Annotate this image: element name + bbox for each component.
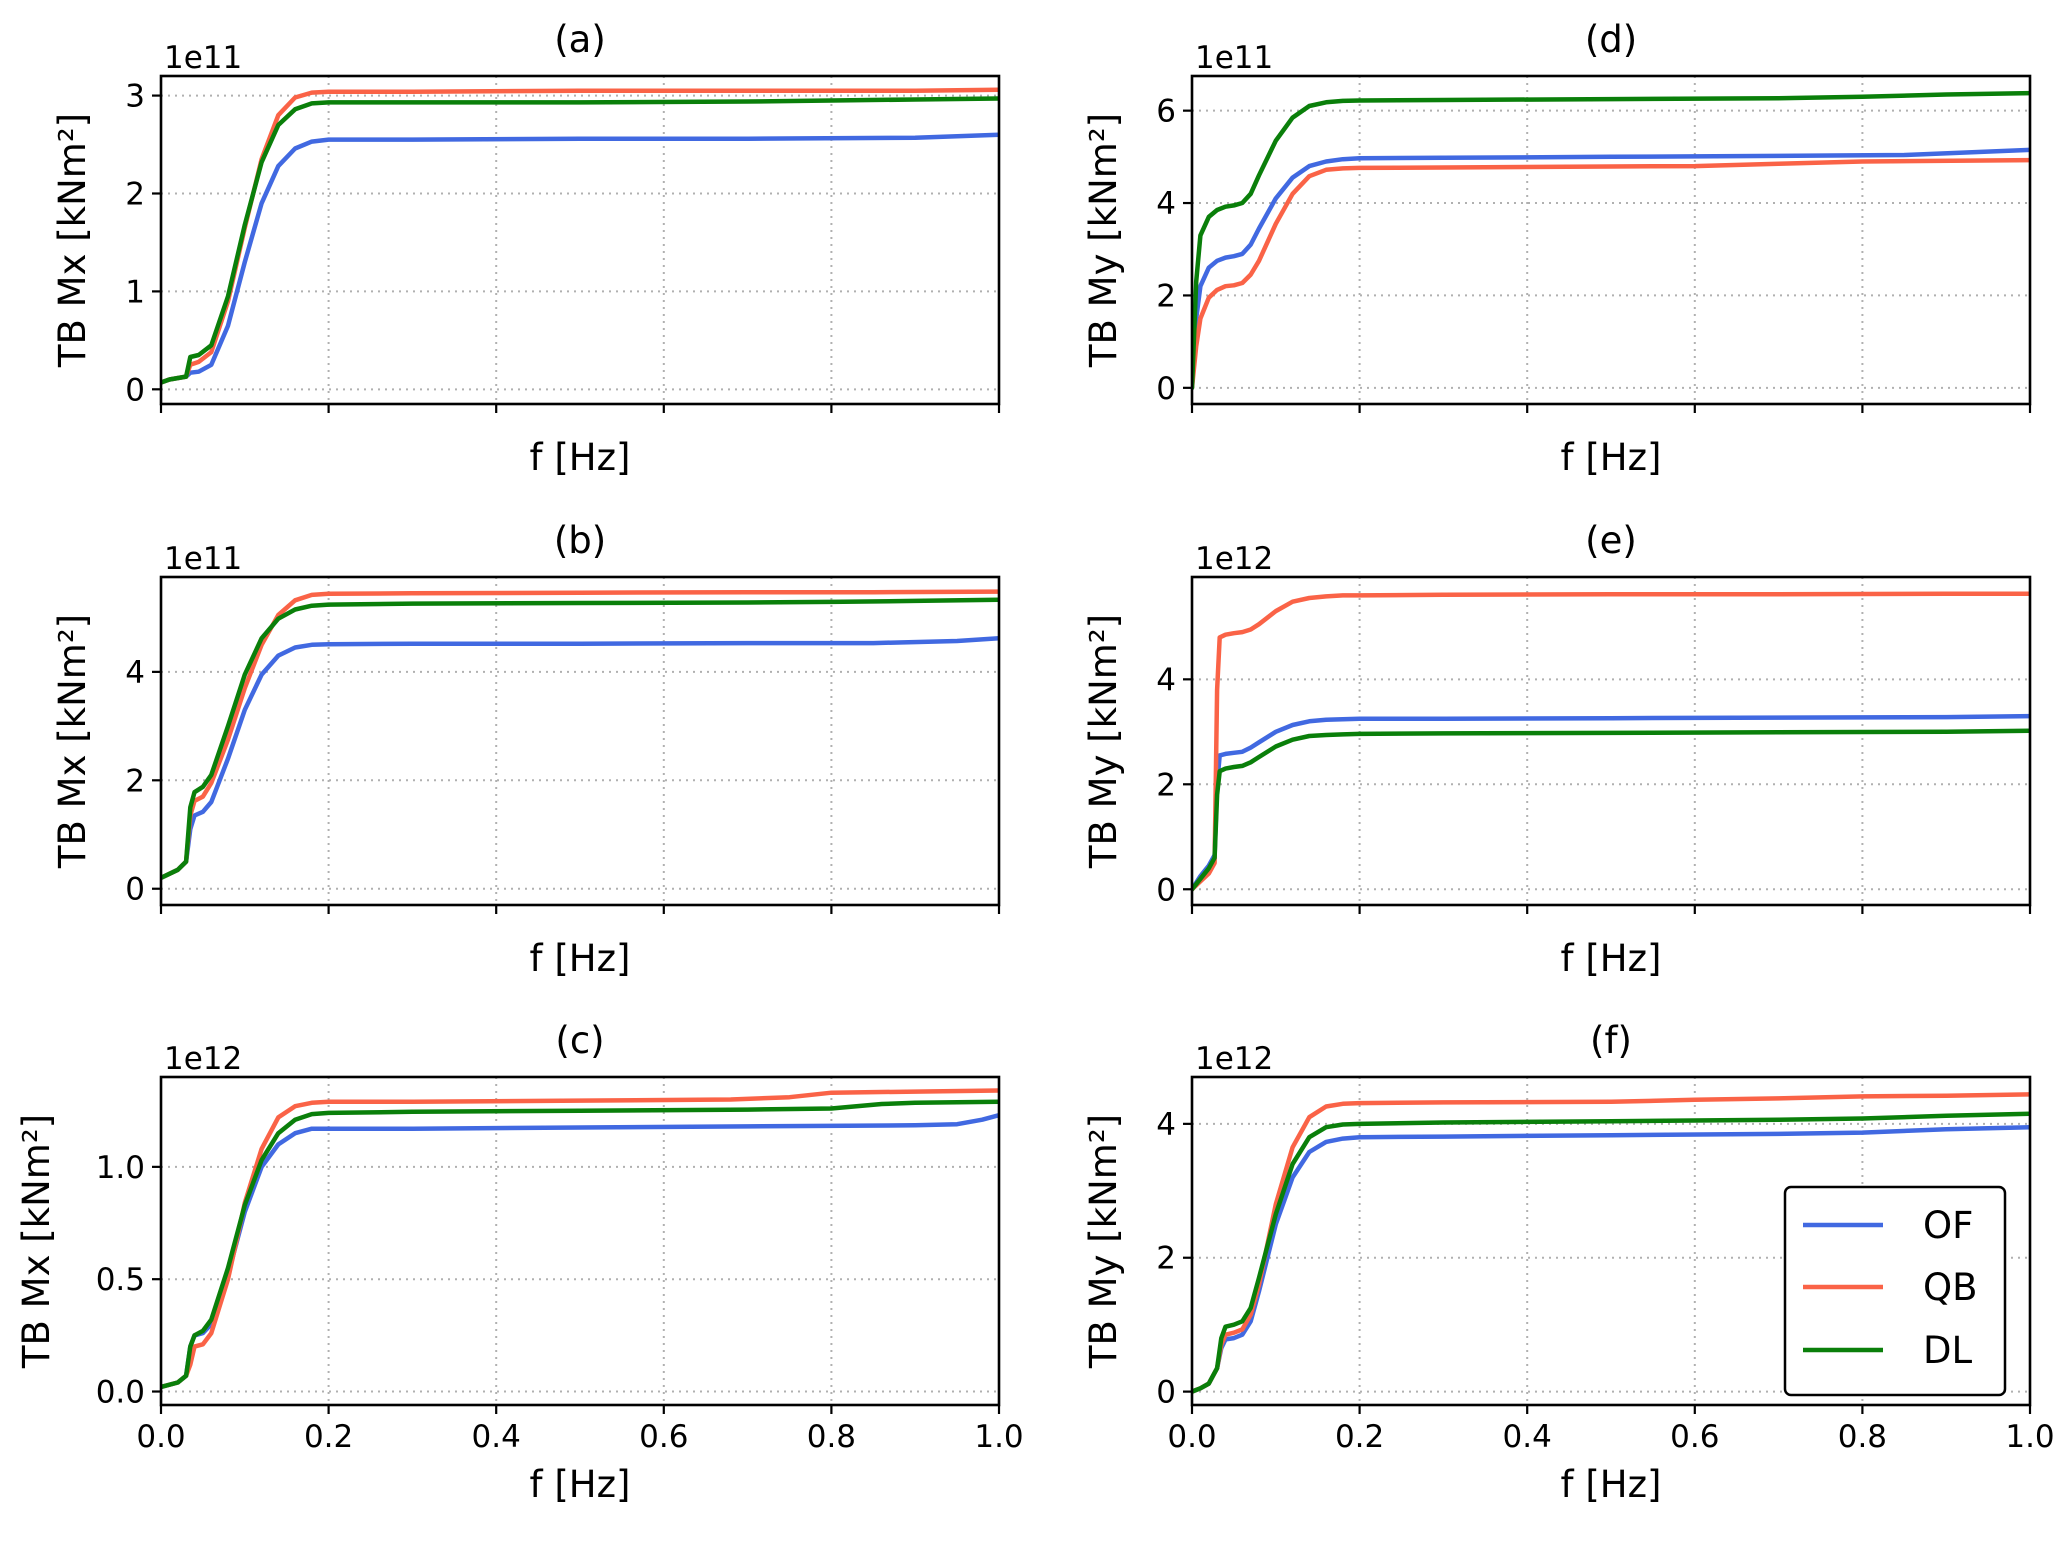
series-line-dl [1192, 1111, 2030, 1394]
x-tick-label: 0.6 [1670, 1419, 1719, 1455]
series-group [1192, 591, 2030, 892]
panel-title: (c) [555, 1019, 604, 1062]
axis-offset-text: 1e11 [164, 40, 242, 76]
y-tick-label: 2 [1156, 278, 1176, 314]
y-tick-label: 4 [1156, 662, 1176, 698]
y-tick-label: 0 [1156, 872, 1176, 908]
series-group [1192, 1092, 2030, 1394]
x-tick-label: 0.4 [472, 1419, 521, 1455]
x-tick-label: 1.0 [2005, 1419, 2054, 1455]
panel-title: (d) [1585, 18, 1637, 61]
x-axis-label: f [Hz] [1561, 436, 1662, 479]
legend-box [1783, 1185, 2007, 1397]
axis-offset-text: 1e12 [1195, 1041, 1273, 1077]
axes-frame [1190, 575, 2032, 907]
axis-offset-text: 1e11 [1195, 40, 1273, 76]
series-line-dl [161, 96, 999, 385]
axes-frame [1190, 74, 2032, 406]
series-line-of [1192, 147, 2030, 391]
panel-c: 0.0 0.2 0.4 0.6 0.8 1.0 0.0 0.5 1.0 1e12 (c) f [Hz]… [15, 1019, 1024, 1506]
x-axis-label: f [Hz] [1561, 937, 1662, 980]
panel-d: 0 2 4 6 1e11 (d) f [Hz] TB My [kNm²] [1082, 18, 2032, 479]
series-group [1192, 90, 2030, 391]
axes-frame [159, 575, 1001, 907]
x-axis-label: f [Hz] [1561, 1463, 1662, 1506]
x-tick-label: 0.0 [136, 1419, 185, 1455]
y-tick-label: 0 [1156, 371, 1176, 407]
panel-e: 0 2 4 1e12 (e) f [Hz] TB My [kNm²] [1082, 519, 2032, 980]
y-tick-label: 2 [1156, 1241, 1176, 1277]
panel-title: (f) [1590, 1019, 1632, 1062]
series-group [161, 1088, 999, 1390]
x-axis-label: f [Hz] [530, 1463, 631, 1506]
y-tick-label: 0.0 [96, 1375, 145, 1411]
x-tick-label: 0.2 [1335, 1419, 1384, 1455]
series-line-dl [161, 597, 999, 881]
y-axis-label: TB My [kNm²] [1082, 113, 1125, 368]
legend: OF QB DL [1783, 1185, 2007, 1397]
x-tick-label: 0.4 [1503, 1419, 1552, 1455]
legend-label-dl: DL [1923, 1329, 1972, 1372]
panel-f: 0.0 0.2 0.4 0.6 0.8 1.0 0 2 4 1e12 (f) f [Hz] TB My … [1082, 1019, 2055, 1506]
panel-title: (a) [554, 18, 606, 61]
y-tick-label: 0 [125, 372, 145, 408]
panel-b: 0 2 4 1e11 (b) f [Hz] TB Mx [kNm²] [51, 519, 1001, 980]
y-tick-label: 1.0 [96, 1150, 145, 1186]
series-line-qb [1192, 157, 2030, 391]
panel-title: (b) [554, 519, 606, 562]
y-axis-label: TB Mx [kNm²] [15, 1114, 58, 1369]
y-tick-label: 3 [125, 79, 145, 115]
x-axis-label: f [Hz] [530, 937, 631, 980]
y-tick-label: 0 [1156, 1375, 1176, 1411]
axes-frame [159, 74, 1001, 406]
series-group [161, 589, 999, 881]
x-tick-label: 0.6 [639, 1419, 688, 1455]
y-axis-label: TB My [kNm²] [1082, 1114, 1125, 1369]
y-tick-label: 4 [1156, 1107, 1176, 1143]
series-line-qb [161, 1088, 999, 1390]
x-tick-label: 1.0 [974, 1419, 1023, 1455]
y-tick-label: 0 [125, 872, 145, 908]
y-tick-label: 4 [125, 655, 145, 691]
y-axis-label: TB My [kNm²] [1082, 614, 1125, 869]
axis-offset-text: 1e11 [164, 541, 242, 577]
axis-offset-text: 1e12 [164, 1041, 242, 1077]
x-tick-label: 0.8 [807, 1419, 856, 1455]
series-line-dl [1192, 728, 2030, 892]
y-tick-label: 4 [1156, 186, 1176, 222]
y-tick-label: 6 [1156, 94, 1176, 130]
y-tick-label: 2 [125, 763, 145, 799]
axis-offset-text: 1e12 [1195, 541, 1273, 577]
x-tick-label: 0.8 [1838, 1419, 1887, 1455]
y-tick-label: 2 [1156, 767, 1176, 803]
series-line-qb [1192, 591, 2030, 892]
y-axis-label: TB Mx [kNm²] [51, 614, 94, 869]
panel-title: (e) [1585, 519, 1637, 562]
axes-frame [159, 1075, 1001, 1407]
series-group [161, 87, 999, 385]
panels-layer: 0 1 2 3 1e11 (a) f [Hz] TB Mx [kNm²] 0 2 4 1e11 (b) f… [15, 18, 2055, 1506]
x-axis-label: f [Hz] [530, 436, 631, 479]
y-tick-label: 2 [125, 176, 145, 212]
x-tick-label: 0.0 [1167, 1419, 1216, 1455]
y-tick-label: 0.5 [96, 1262, 145, 1298]
axes-frame [1190, 1075, 2032, 1407]
y-axis-label: TB Mx [kNm²] [51, 113, 94, 368]
panel-a: 0 1 2 3 1e11 (a) f [Hz] TB Mx [kNm²] [51, 18, 1001, 479]
x-tick-label: 0.2 [304, 1419, 353, 1455]
series-line-dl [161, 1099, 999, 1390]
legend-label-qb: QB [1923, 1266, 1978, 1309]
series-line-dl [1192, 90, 2030, 391]
y-tick-label: 1 [125, 274, 145, 310]
legend-label-of: OF [1923, 1204, 1973, 1247]
